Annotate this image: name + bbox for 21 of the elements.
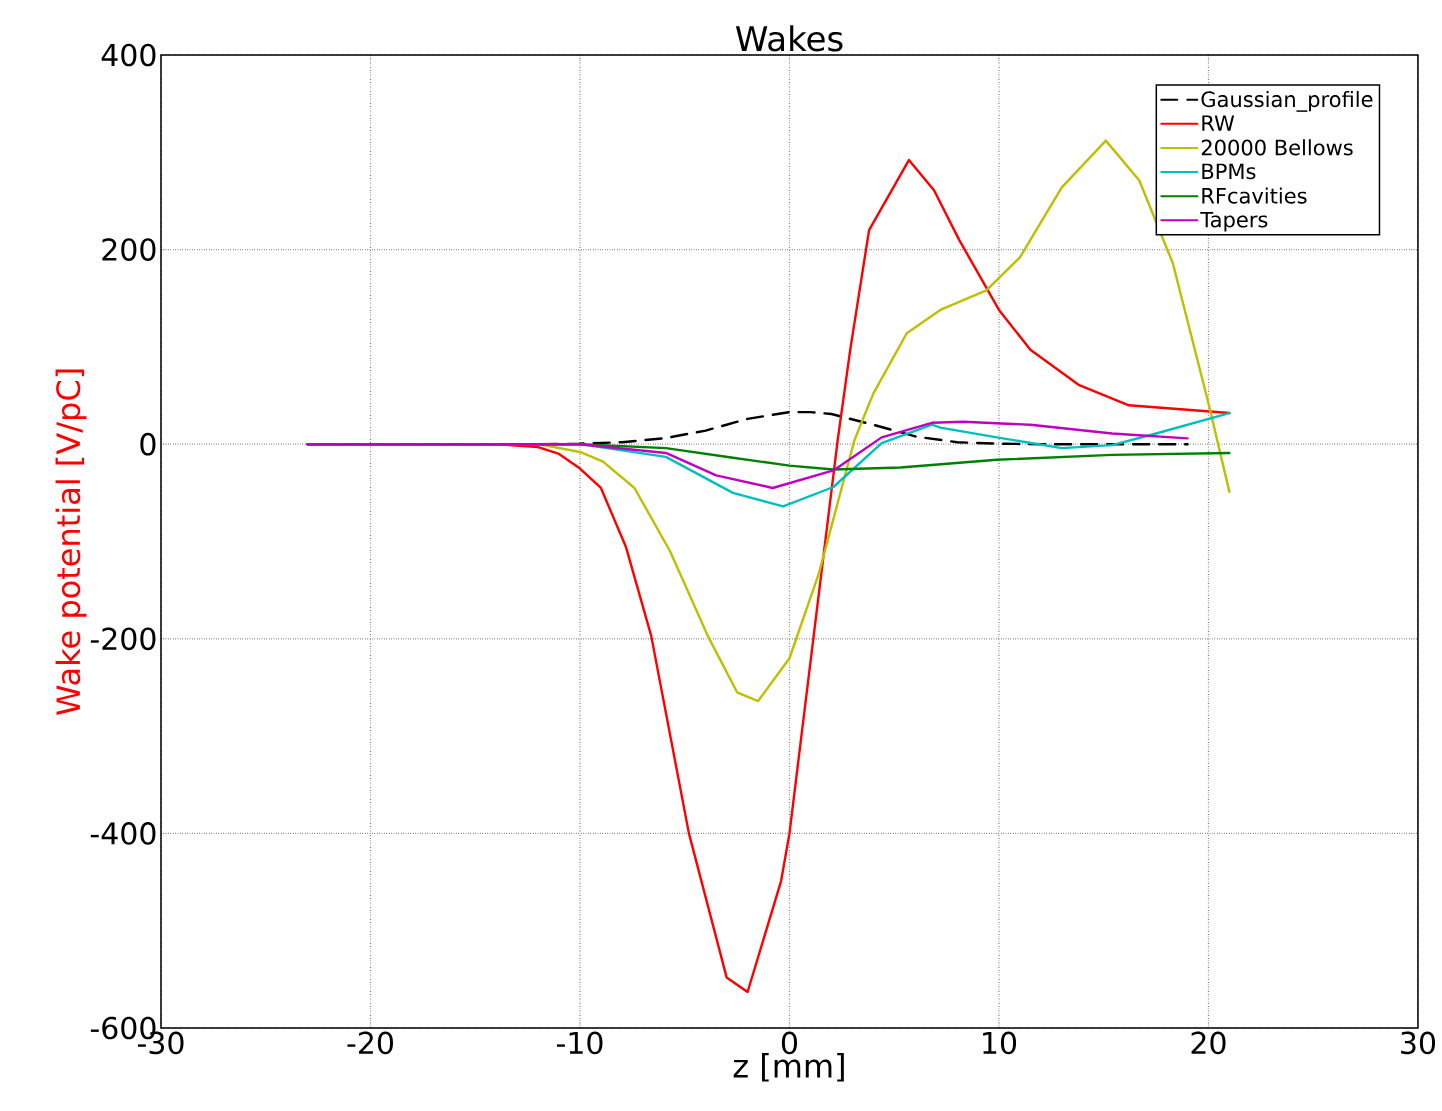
x-tick-label: 30: [1401, 1031, 1436, 1055]
x-tick-label: -10: [556, 1031, 603, 1055]
x-tick-label: -20: [347, 1031, 393, 1055]
legend-label: 20000 Bellows: [1201, 139, 1353, 156]
y-tick-label: -400: [90, 822, 156, 845]
legend-label: RFcavities: [1202, 187, 1307, 204]
legend-label: RW: [1202, 115, 1235, 131]
y-tick-label: 200: [102, 238, 156, 261]
line-series: [306, 420, 1189, 490]
x-tick-label: 0: [781, 1031, 798, 1055]
x-tick-label: 20: [1191, 1031, 1226, 1055]
legend-label: BPMs: [1202, 163, 1256, 180]
y-tick-label: 400: [101, 43, 156, 67]
chart-title: Wakes: [735, 25, 843, 52]
y-tick-label: -200: [90, 627, 156, 651]
x-axis-title: z [mm]: [733, 1053, 844, 1082]
legend-label: Tapers: [1200, 211, 1268, 232]
y-axis-title: Wake potential [V/pC]: [55, 369, 87, 716]
x-tick-label: 10: [983, 1031, 1017, 1055]
y-tick-label: 0: [140, 432, 156, 456]
legend-label: Gaussian_profile: [1201, 90, 1373, 112]
